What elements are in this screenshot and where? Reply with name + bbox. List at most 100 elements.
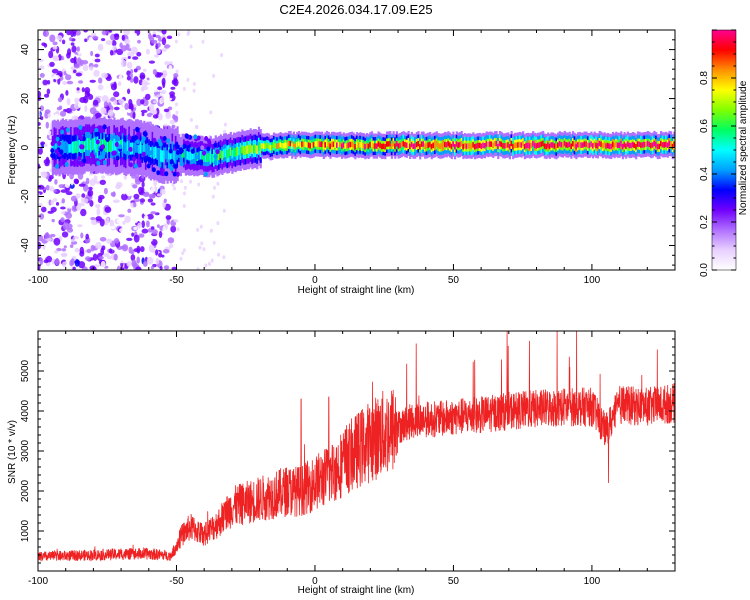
spectrogram-noise-cell bbox=[187, 30, 191, 35]
spectrogram-ridge-cell bbox=[395, 141, 398, 147]
spectrogram-ridge-cell bbox=[169, 149, 172, 162]
spectrogram-noise-cell bbox=[42, 79, 48, 86]
spectrogram-noise-cell bbox=[38, 51, 45, 57]
spectrogram-ridge-cell bbox=[184, 133, 189, 139]
spectrogram-noise-cell bbox=[53, 78, 57, 83]
spectrogram-ridge-cell bbox=[369, 142, 372, 148]
spectrogram-noise-cell bbox=[162, 249, 170, 254]
spectrogram-ridge-cell bbox=[199, 150, 202, 160]
spectrogram-ridge-cell bbox=[174, 149, 177, 162]
spectrogram-noise-cell bbox=[120, 60, 127, 68]
spectrogram-ridge-cell bbox=[464, 142, 467, 149]
spectrogram-ridge-cell bbox=[228, 149, 231, 158]
spectrogram-ridge-cell bbox=[661, 142, 664, 148]
spectrogram-ridge-cell bbox=[623, 141, 626, 148]
spectrogram-noise-cell bbox=[52, 46, 58, 50]
spectrogram-ridge-cell bbox=[139, 127, 144, 133]
spectrogram-ridge-cell bbox=[331, 141, 334, 148]
spectrogram-noise-cell bbox=[93, 191, 100, 198]
spectrogram-ridge-cell bbox=[646, 140, 649, 147]
spectrogram-noise-cell bbox=[168, 46, 173, 53]
spectrogram-noise-cell bbox=[220, 53, 224, 58]
spectrogram-ridge-cell bbox=[384, 143, 387, 150]
spectrogram-ridge-cell bbox=[66, 142, 69, 155]
spectrogram-noise-cell bbox=[85, 177, 90, 185]
spectrogram-noise-cell bbox=[113, 91, 120, 98]
spectrogram-noise-cell bbox=[147, 228, 153, 233]
spectrogram-noise-cell bbox=[118, 259, 125, 264]
spectrogram-ridge-cell bbox=[538, 142, 541, 148]
spectrogram-ridge-cell bbox=[621, 143, 624, 150]
spectrogram-noise-cell bbox=[111, 30, 115, 33]
spectrogram-noise-cell bbox=[200, 241, 204, 246]
spectrogram-noise-cell bbox=[124, 102, 129, 111]
spectrogram-ridge-cell bbox=[73, 141, 76, 154]
spectrogram-noise-cell bbox=[51, 218, 55, 223]
spectrogram-ridge-cell bbox=[547, 142, 550, 148]
snr-ylabel: SNR (10 * v/v) bbox=[7, 420, 18, 484]
spectrogram-noise-cell bbox=[147, 198, 154, 203]
spectrogram-ridge-cell bbox=[194, 154, 199, 160]
spectrogram-ridge-cell bbox=[322, 143, 325, 150]
spectrogram-noise-cell bbox=[64, 181, 71, 188]
spectrogram-noise-cell bbox=[80, 208, 87, 217]
spectrogram-ridge-cell bbox=[86, 138, 89, 151]
spectrogram-noise-cell bbox=[109, 219, 115, 228]
spectrogram-noise-cell bbox=[144, 192, 150, 196]
spectrogram-noise-cell bbox=[43, 250, 49, 258]
spectrogram-noise-cell bbox=[112, 45, 117, 51]
spectrogram-ridge-cell bbox=[362, 142, 365, 149]
spectrogram-noise-cell bbox=[97, 197, 103, 204]
spectrogram-noise-cell bbox=[141, 228, 149, 234]
spectrogram-noise-cell bbox=[210, 258, 214, 263]
spectrogram-ridge-cell bbox=[125, 142, 128, 155]
snr-series-line bbox=[38, 331, 675, 562]
spectrogram-noise-cell bbox=[112, 199, 120, 203]
spectrogram-ridge-cell bbox=[132, 156, 136, 162]
colorbar-tick-label: 0.4 bbox=[699, 167, 710, 181]
spectrogram-noise-cell bbox=[118, 98, 124, 105]
spectrogram-ridge-cell bbox=[98, 155, 103, 160]
spectrogram-ridge-cell bbox=[83, 140, 86, 153]
spectrogram-noise-cell bbox=[74, 259, 80, 267]
spectrogram-noise-cell bbox=[209, 228, 213, 233]
spectrogram-ridge-cell bbox=[306, 142, 309, 148]
spectrogram-noise-cell bbox=[89, 66, 94, 71]
spectrogram-ridge-cell bbox=[640, 142, 643, 148]
spectrogram-noise-cell bbox=[158, 113, 163, 121]
spectrogram-ridge-cell bbox=[203, 153, 206, 162]
spectrogram-xlabel: Height of straight line (km) bbox=[298, 285, 415, 296]
spectrogram-noise-cell bbox=[151, 39, 158, 44]
spectrogram-ridge-cell bbox=[392, 141, 395, 147]
spectrogram-noise-cell bbox=[136, 256, 140, 264]
spectrogram-ridge-cell bbox=[641, 142, 644, 148]
spectrogram-ridge-cell bbox=[55, 163, 59, 169]
spectrogram-noise-cell bbox=[47, 113, 51, 118]
spectrogram-ridge-cell bbox=[166, 138, 171, 144]
spectrogram-noise-cell bbox=[127, 88, 131, 95]
spectrogram-ridge-cell bbox=[527, 142, 530, 148]
spectrogram-ridge-cell bbox=[128, 140, 131, 153]
spectrogram-noise-cell bbox=[132, 112, 136, 120]
spectrogram-noise-cell bbox=[189, 117, 193, 122]
spectrogram-marks bbox=[38, 30, 675, 270]
spectrogram-ridge-cell bbox=[312, 142, 315, 148]
spectrogram-ridge-cell bbox=[249, 143, 252, 153]
spectrogram-noise-cell bbox=[131, 32, 138, 39]
spectrogram-ridge-cell bbox=[400, 141, 403, 148]
spectrogram-noise-cell bbox=[155, 65, 162, 70]
spectrogram-ridge-cell bbox=[279, 141, 282, 148]
spectrogram-x-tick-label: -100 bbox=[28, 275, 48, 286]
spectrogram-ridge-cell bbox=[483, 143, 487, 149]
spectrogram-noise-cell bbox=[68, 247, 75, 252]
spectrogram-ridge-cell bbox=[175, 171, 180, 177]
spectrogram-noise-cell bbox=[55, 202, 60, 206]
spectrogram-noise-cell bbox=[111, 40, 117, 47]
spectrogram-ridge-cell bbox=[151, 167, 156, 173]
spectrogram-ridge-cell bbox=[563, 140, 566, 147]
spectrogram-ridge-cell bbox=[173, 150, 176, 163]
spectrogram-ridge-cell bbox=[575, 143, 578, 150]
spectrogram-ridge-cell bbox=[183, 149, 186, 158]
spectrogram-noise-cell bbox=[38, 234, 44, 242]
spectrogram-ridge-cell bbox=[606, 142, 610, 149]
